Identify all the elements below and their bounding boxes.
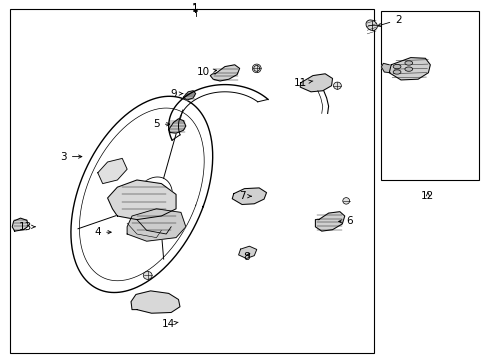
- Polygon shape: [232, 188, 266, 204]
- Bar: [381, 11, 478, 180]
- Text: 3: 3: [60, 152, 81, 162]
- Text: 5: 5: [153, 119, 169, 129]
- Polygon shape: [127, 209, 185, 241]
- Text: 13: 13: [19, 222, 35, 232]
- Text: 14: 14: [162, 319, 178, 329]
- Bar: [10, 9, 373, 353]
- Ellipse shape: [404, 67, 412, 71]
- Ellipse shape: [404, 61, 412, 65]
- Ellipse shape: [392, 64, 400, 69]
- Text: 1: 1: [192, 3, 199, 13]
- Text: 10: 10: [196, 67, 216, 77]
- Ellipse shape: [342, 198, 349, 204]
- Text: 9: 9: [170, 89, 183, 99]
- Polygon shape: [183, 91, 195, 100]
- Polygon shape: [315, 212, 344, 231]
- Polygon shape: [300, 74, 332, 92]
- Ellipse shape: [252, 64, 261, 73]
- Text: 1: 1: [192, 4, 199, 14]
- Ellipse shape: [253, 66, 259, 71]
- Text: 6: 6: [338, 216, 352, 226]
- Polygon shape: [388, 58, 429, 80]
- Polygon shape: [381, 63, 389, 73]
- Text: 2: 2: [377, 15, 401, 27]
- Polygon shape: [238, 246, 256, 258]
- Polygon shape: [210, 65, 239, 81]
- Ellipse shape: [143, 271, 152, 279]
- Ellipse shape: [392, 70, 400, 74]
- Text: 11: 11: [293, 78, 312, 88]
- Polygon shape: [107, 180, 176, 220]
- Text: 8: 8: [243, 252, 250, 262]
- Polygon shape: [98, 158, 127, 184]
- Ellipse shape: [333, 82, 341, 89]
- Text: 4: 4: [94, 227, 111, 237]
- Polygon shape: [168, 119, 185, 133]
- Text: 7: 7: [238, 191, 251, 201]
- Polygon shape: [131, 291, 180, 313]
- Ellipse shape: [365, 20, 377, 31]
- Text: 12: 12: [420, 191, 434, 201]
- Polygon shape: [12, 218, 28, 231]
